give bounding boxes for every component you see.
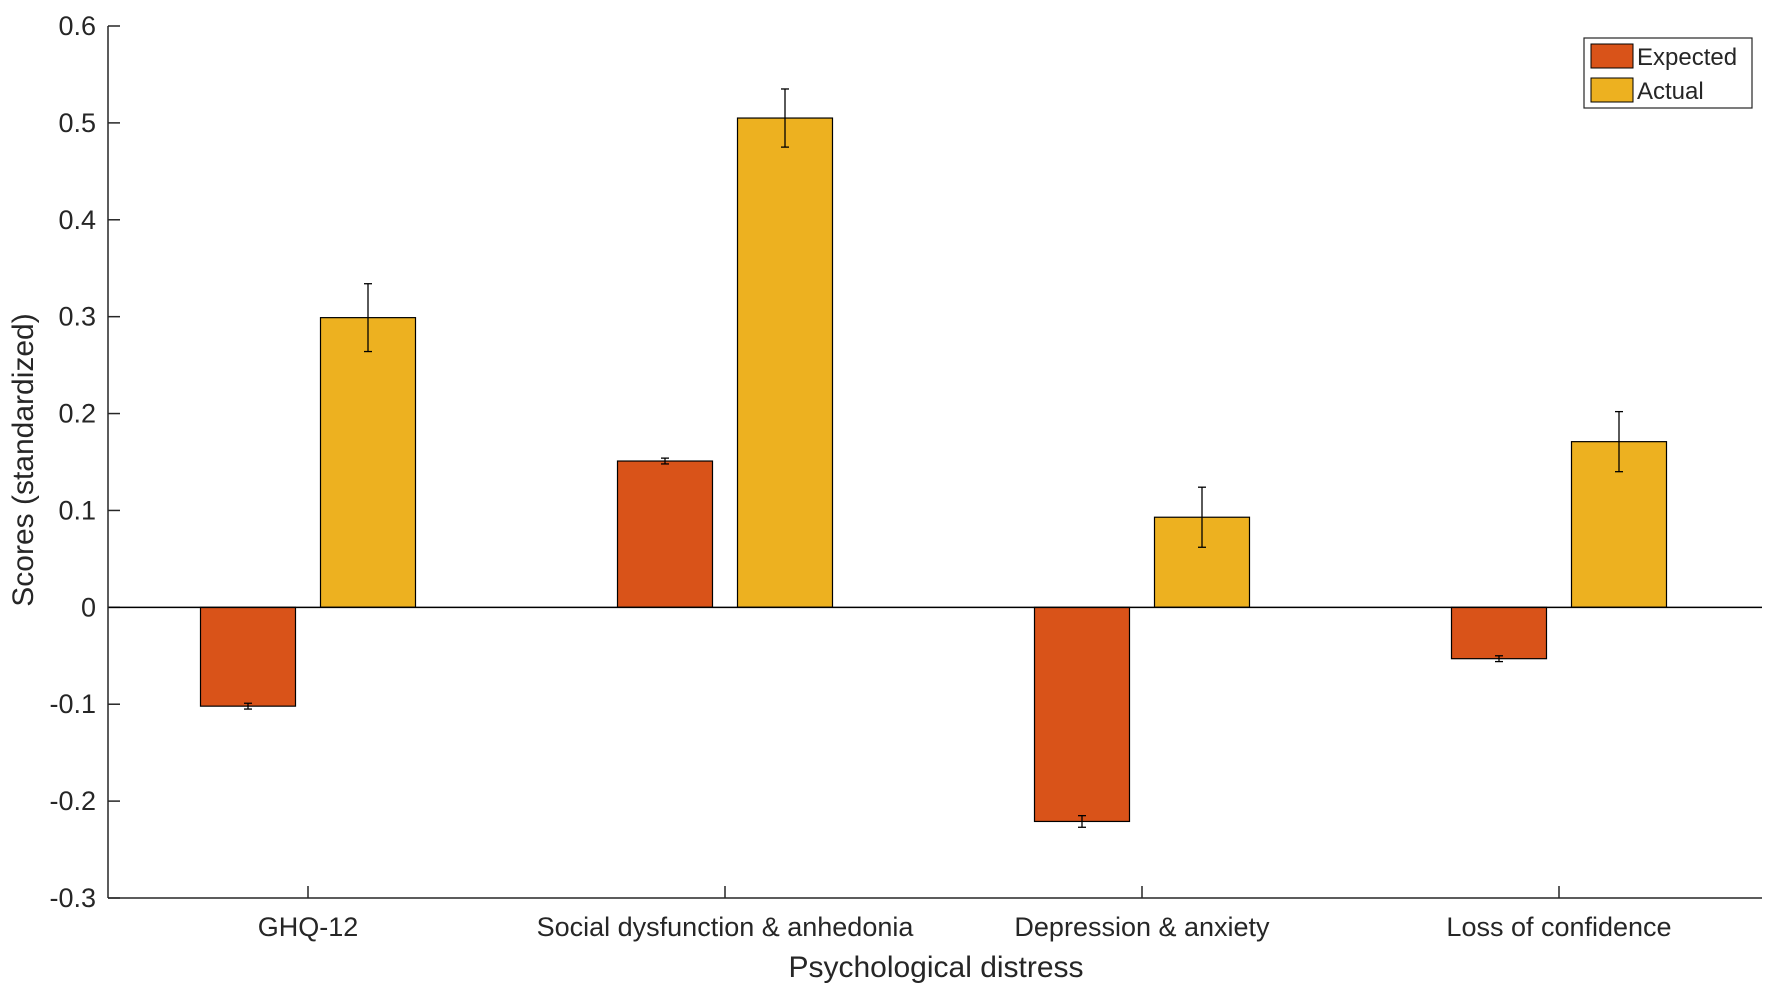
- y-tick-label: 0.5: [58, 108, 96, 138]
- error-bar-actual-2: [1198, 486, 1206, 548]
- y-tick-label: 0.3: [58, 302, 96, 332]
- x-tick-label: GHQ-12: [258, 912, 359, 942]
- bar-expected-1: [616, 460, 714, 608]
- x-tick-label: Depression & anxiety: [1014, 912, 1270, 942]
- error-bar-expected-2: [1078, 814, 1086, 828]
- error-bar-expected-3: [1495, 655, 1503, 663]
- legend-label-actual: Actual: [1637, 78, 1704, 105]
- error-bar-expected-0: [244, 702, 252, 710]
- error-bar-actual-3: [1615, 410, 1623, 473]
- legend: Expected Actual: [1583, 37, 1753, 109]
- y-axis-label: Scores (standardized): [7, 313, 40, 606]
- bar-expected-0: [199, 606, 297, 707]
- x-axis-ticks: GHQ-12 Social dysfunction & anhedonia Depr…: [258, 886, 1672, 942]
- y-tick-label: -0.2: [49, 786, 96, 816]
- bar-actual-1: [736, 117, 834, 608]
- error-bar-expected-1: [661, 457, 669, 465]
- bar-actual-0: [319, 317, 417, 608]
- y-tick-label: 0.4: [58, 205, 96, 235]
- error-bars: [244, 88, 1623, 828]
- legend-label-expected: Expected: [1637, 44, 1737, 71]
- bar-series: [199, 117, 1668, 823]
- y-tick-label: 0: [81, 592, 96, 622]
- y-tick-label: 0.2: [58, 399, 96, 429]
- bar-expected-2: [1033, 606, 1131, 823]
- error-bar-actual-1: [781, 88, 789, 148]
- bar-expected-3: [1450, 606, 1548, 660]
- error-bar-actual-0: [364, 283, 372, 353]
- x-tick-label: Loss of confidence: [1446, 912, 1671, 942]
- x-axis-label: Psychological distress: [788, 951, 1083, 984]
- y-tick-label: -0.1: [49, 689, 96, 719]
- legend-swatch-actual: [1590, 77, 1634, 103]
- legend-swatch-expected: [1590, 43, 1634, 69]
- x-tick-label: Social dysfunction & anhedonia: [537, 912, 915, 942]
- y-tick-label: -0.3: [49, 883, 96, 913]
- y-tick-label: 0.6: [58, 11, 96, 41]
- y-tick-label: 0.1: [58, 495, 96, 525]
- y-axis-ticks: -0.3 -0.2 -0.1 0 0.1 0.2 0.3 0.4 0.5 0.6: [49, 11, 120, 913]
